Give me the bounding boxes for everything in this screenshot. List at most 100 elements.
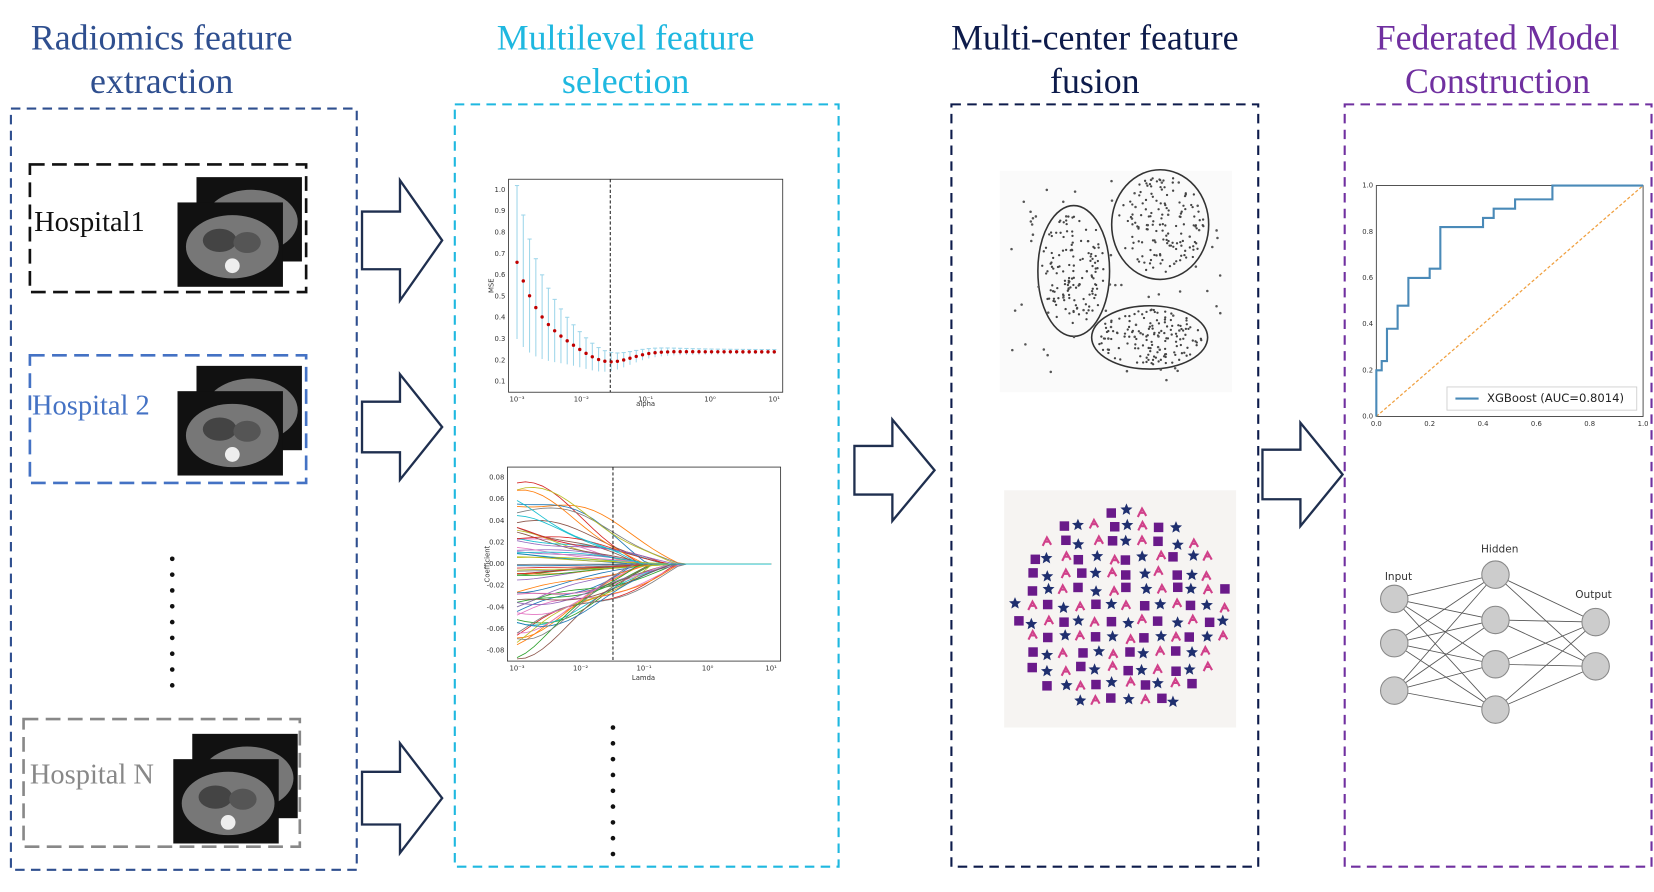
cluster-dot <box>1185 319 1188 322</box>
cluster-dot <box>1074 304 1078 307</box>
cluster-dot <box>1052 297 1056 300</box>
marker-square <box>1077 568 1087 578</box>
ellipsis-dot <box>610 756 616 762</box>
fusion-panel <box>1004 490 1237 728</box>
cluster-dot <box>1180 254 1183 257</box>
noise-dot <box>1024 343 1027 346</box>
marker-mark <box>1075 679 1086 692</box>
ellipsis-dot <box>169 572 175 577</box>
cluster-dot <box>1143 261 1146 264</box>
cluster-dot <box>1137 226 1140 229</box>
marker-star <box>1138 567 1152 579</box>
cluster-dot <box>1093 246 1096 250</box>
cluster-dot <box>1126 342 1129 345</box>
nn-edge <box>1394 598 1496 621</box>
cluster-dot <box>1181 329 1185 332</box>
cluster-dot <box>1171 324 1174 328</box>
ellipsis-dot <box>610 851 616 857</box>
cluster-dot <box>1131 247 1134 250</box>
mse-point <box>760 350 764 354</box>
noise-dot <box>1110 199 1114 202</box>
axis-label: Lamda <box>632 674 655 682</box>
plot-frame <box>508 178 784 393</box>
arrow <box>1261 419 1345 530</box>
cluster-dot <box>1118 317 1121 320</box>
cluster-dot <box>1155 254 1158 257</box>
cluster-dot <box>1059 231 1062 234</box>
marker-mark <box>1155 645 1166 657</box>
cluster-dot <box>1195 227 1198 230</box>
marker-mark <box>1201 570 1212 582</box>
marker-mark <box>1188 537 1199 549</box>
cluster-dot <box>1074 286 1078 289</box>
noise-dot <box>1160 181 1164 184</box>
cluster-dot <box>1135 337 1138 341</box>
cluster-dot <box>1166 242 1169 245</box>
x-tick-label: 10⁰ <box>702 664 714 672</box>
diagonal <box>1375 185 1644 417</box>
mse-point <box>534 305 538 310</box>
noise-dot <box>1046 311 1050 314</box>
cluster-dot <box>1159 202 1162 205</box>
cluster-dot <box>1201 218 1205 221</box>
cluster-dot <box>1191 339 1194 342</box>
cluster-dot <box>1085 270 1089 273</box>
mse-point <box>640 353 645 357</box>
cluster-dot <box>1170 312 1173 315</box>
x-tick-label: 10¹ <box>765 664 777 672</box>
cluster-dot <box>1087 309 1090 312</box>
y-tick-label: 0.04 <box>489 517 504 525</box>
cluster-dot <box>1149 258 1153 262</box>
mse-point <box>634 354 638 359</box>
cluster-dot <box>1057 297 1060 300</box>
cluster-dot <box>1073 299 1076 302</box>
cluster-dot <box>1094 293 1097 297</box>
x-tick-label: 10⁻¹ <box>638 396 653 404</box>
cluster-dot <box>1126 328 1129 331</box>
marker-star <box>1105 675 1118 688</box>
cluster-dot <box>1188 246 1192 249</box>
cluster-dot <box>1082 297 1085 301</box>
x-tick-label: 10¹ <box>769 396 781 404</box>
cluster-dot <box>1054 303 1058 307</box>
cluster-dot <box>1072 215 1076 218</box>
cluster-dot <box>1075 307 1079 310</box>
cluster-dot <box>1050 261 1053 264</box>
cluster-dot <box>1062 294 1065 297</box>
cluster-dot <box>1093 261 1097 264</box>
cluster-dot <box>1147 346 1150 350</box>
marker-square <box>1123 665 1133 676</box>
cluster-dot <box>1152 333 1156 336</box>
cluster-dot <box>1152 266 1155 269</box>
cluster-dot <box>1089 259 1092 262</box>
cluster-dot <box>1185 323 1188 326</box>
marker-star <box>1186 646 1199 658</box>
cluster-dot <box>1065 230 1069 233</box>
marker-square <box>1061 535 1071 546</box>
nn-edge <box>1394 690 1496 711</box>
marker-star <box>1041 570 1054 582</box>
cluster-dot <box>1113 357 1117 360</box>
y-tick-label: 0.5 <box>495 292 506 300</box>
cluster-dot <box>1164 361 1167 365</box>
cluster-dot <box>1160 329 1163 333</box>
marker-square <box>1106 616 1117 627</box>
marker-mark <box>1041 535 1053 547</box>
ellipsis-dot <box>169 667 175 672</box>
cluster-dot <box>1200 339 1203 342</box>
nn-node <box>1581 652 1610 681</box>
marker-star <box>1171 616 1184 628</box>
cluster-dot <box>1094 283 1098 287</box>
mse-point <box>766 350 770 354</box>
ellipsis-dot <box>169 635 175 641</box>
stage-title: Multi-center feature <box>951 18 1238 58</box>
cluster-dot <box>1180 232 1183 235</box>
cluster-dot <box>1151 358 1155 362</box>
cluster-dot <box>1131 213 1134 216</box>
cluster-dot <box>1168 265 1172 268</box>
nn-edge <box>1394 574 1496 644</box>
mse-point <box>703 350 707 354</box>
y-tick-label: 0.1 <box>495 378 506 386</box>
marker-star <box>1151 677 1164 689</box>
marker-mark <box>1074 600 1086 612</box>
